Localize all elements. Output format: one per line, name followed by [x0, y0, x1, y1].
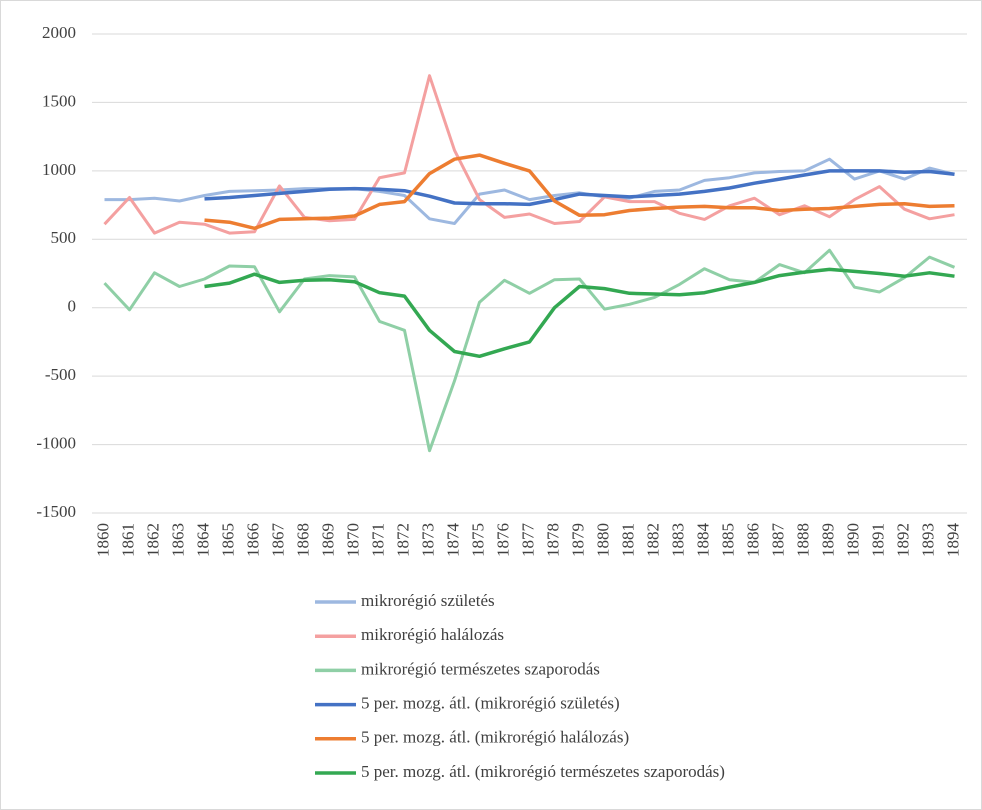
x-tick-label: 1883: [668, 523, 687, 557]
x-tick-label: 1871: [368, 523, 387, 557]
x-tick-label: 1885: [718, 523, 737, 557]
series-line: [104, 157, 955, 225]
x-tick-label: 1888: [793, 523, 812, 557]
y-tick-label: -500: [45, 365, 76, 384]
x-tick-label: 1877: [518, 523, 537, 558]
x-tick-label: 1879: [568, 523, 587, 557]
x-tick-label: 1864: [193, 523, 212, 558]
x-tick-label: 1875: [468, 523, 487, 557]
legend-label: 5 per. mozg. átl. (mikrorégió halálozás): [361, 728, 629, 747]
y-tick-label: -1500: [36, 502, 76, 521]
legend-label: mikrorégió születés: [361, 591, 495, 610]
series-line: [204, 267, 955, 359]
x-tick-label: 1892: [893, 523, 912, 557]
x-tick-label: 1869: [318, 523, 337, 557]
x-tick-label: 1876: [493, 523, 512, 557]
series-line: [204, 153, 955, 231]
y-tick-label: 1000: [42, 160, 76, 179]
y-tick-label: 2000: [42, 23, 76, 42]
x-tick-label: 1889: [818, 523, 837, 557]
series-line: [103, 248, 956, 453]
x-tick-label: 1872: [393, 523, 412, 557]
x-tick-label: 1886: [743, 523, 762, 557]
y-tick-label: 500: [51, 228, 77, 247]
x-tick-label: 1867: [268, 523, 287, 558]
legend-label: mikrorégió természetes szaporodás: [361, 659, 600, 678]
x-tick-label: 1866: [243, 523, 262, 557]
x-tick-label: 1890: [843, 523, 862, 557]
x-tick-label: 1874: [443, 523, 462, 558]
x-tick-label: 1880: [593, 523, 612, 557]
x-tick-label: 1870: [343, 523, 362, 557]
x-tick-label: 1873: [418, 523, 437, 557]
x-tick-label: 1882: [643, 523, 662, 557]
y-tick-label: -1000: [36, 433, 76, 452]
x-tick-label: 1891: [868, 523, 887, 557]
x-tick-label: 1861: [118, 523, 137, 557]
legend-label: mikrorégió halálozás: [361, 625, 504, 644]
x-tick-label: 1878: [543, 523, 562, 557]
y-tick-label: 1500: [42, 91, 76, 110]
series-line: [204, 169, 955, 207]
x-tick-label: 1884: [693, 523, 712, 558]
x-tick-label: 1860: [93, 523, 112, 557]
legend-label: 5 per. mozg. átl. (mikrorégió születés): [361, 694, 620, 713]
x-tick-label: 1863: [168, 523, 187, 557]
x-tick-label: 1893: [918, 523, 937, 557]
x-tick-label: 1894: [943, 523, 962, 558]
legend-label: 5 per. mozg. átl. (mikrorégió természete…: [361, 762, 725, 781]
x-tick-label: 1865: [218, 523, 237, 557]
x-tick-label: 1881: [618, 523, 637, 557]
x-tick-label: 1862: [143, 523, 162, 557]
y-tick-label: 0: [68, 297, 77, 316]
x-tick-label: 1887: [768, 523, 787, 558]
x-tick-label: 1868: [293, 523, 312, 557]
